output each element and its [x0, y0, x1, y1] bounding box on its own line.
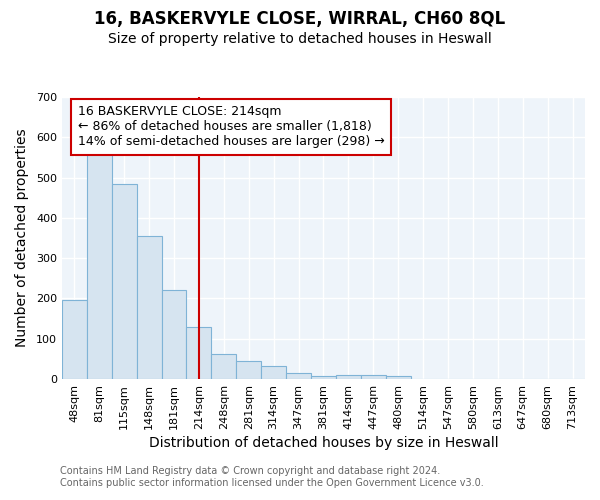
Bar	[187, 326, 211, 379]
Bar	[386, 376, 410, 379]
Bar	[261, 366, 286, 379]
Bar	[311, 376, 336, 379]
X-axis label: Distribution of detached houses by size in Heswall: Distribution of detached houses by size …	[149, 436, 498, 450]
Text: 16, BASKERVYLE CLOSE, WIRRAL, CH60 8QL: 16, BASKERVYLE CLOSE, WIRRAL, CH60 8QL	[94, 10, 506, 28]
Bar	[137, 236, 161, 379]
Y-axis label: Number of detached properties: Number of detached properties	[15, 128, 29, 348]
Text: Size of property relative to detached houses in Heswall: Size of property relative to detached ho…	[108, 32, 492, 46]
Bar	[336, 375, 361, 379]
Bar	[286, 373, 311, 379]
Bar	[361, 375, 386, 379]
Bar	[112, 184, 137, 379]
Text: Contains HM Land Registry data © Crown copyright and database right 2024.
Contai: Contains HM Land Registry data © Crown c…	[60, 466, 484, 487]
Text: 16 BASKERVYLE CLOSE: 214sqm
← 86% of detached houses are smaller (1,818)
14% of : 16 BASKERVYLE CLOSE: 214sqm ← 86% of det…	[77, 106, 385, 148]
Bar	[62, 300, 87, 379]
Bar	[87, 146, 112, 379]
Bar	[161, 290, 187, 379]
Bar	[211, 354, 236, 379]
Bar	[236, 361, 261, 379]
